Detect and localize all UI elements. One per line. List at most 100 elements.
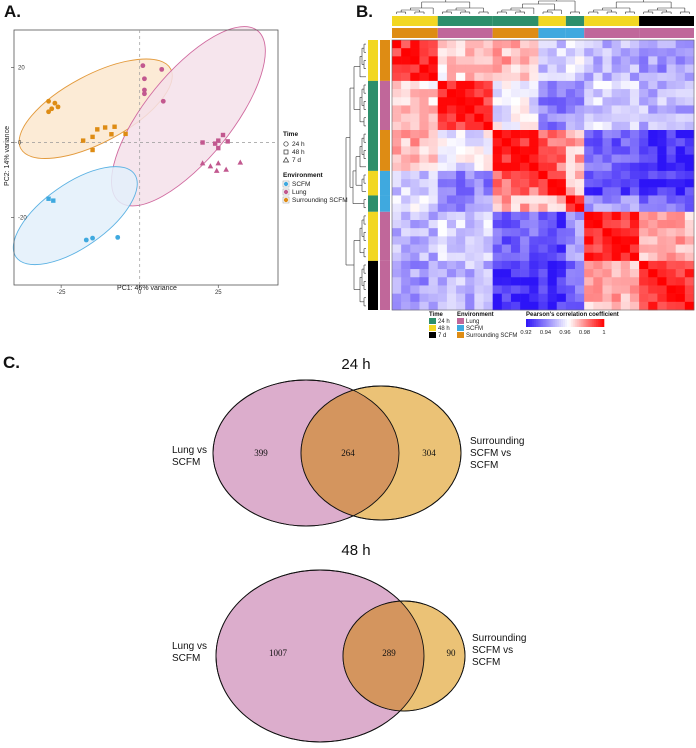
heatmap-legend-env-label: Surrounding SCFM [466,333,517,339]
heatmap-cell [547,179,558,188]
heatmap-cell [492,277,503,286]
heatmap-cell [629,220,640,229]
heatmap-cell [474,105,484,114]
heatmap-cell [392,80,402,90]
pca-legend-time-title: Time [283,131,298,138]
heatmap-cell [547,154,558,164]
heatmap-legend-gradient-step [586,319,589,327]
heatmap-cell [575,260,585,270]
heatmap-cell [456,48,466,57]
heatmap-cell [483,48,493,57]
heatmap-cell [410,203,420,213]
heatmap-legend-gradient-step [563,319,566,327]
heatmap-cell [547,187,558,196]
heatmap-cell [456,56,466,65]
heatmap-cell [501,56,512,65]
heatmap-cell [556,277,567,286]
heatmap-cell [556,195,567,204]
heatmap-cell [657,97,667,106]
heatmap-cell [629,80,640,90]
heatmap-cell [465,89,475,98]
heatmap-cell [575,121,585,131]
heatmap-cell [648,113,658,123]
heatmap-cell [684,187,695,196]
heatmap-cell [611,170,622,180]
heatmap-cell [437,162,448,172]
heatmap-cell [392,203,402,213]
heatmap-cell [575,170,585,180]
heatmap-cell [428,162,439,172]
pca-point [220,132,226,138]
heatmap-cell [547,64,558,74]
heatmap-cell [584,211,594,221]
heatmap-cell [501,179,512,188]
heatmap-cell [492,195,503,204]
heatmap-cell [575,105,585,114]
heatmap-left-env-bar [380,170,390,196]
heatmap-cell [629,154,640,164]
heatmap-top-time-bar [437,16,493,26]
heatmap-cell [629,130,640,139]
heatmap-cell [675,269,686,278]
heatmap-cell [410,252,420,262]
heatmap-cell [392,236,402,245]
heatmap-cell [684,154,695,164]
heatmap-cell [419,113,429,123]
pca-legend: Time 24 h48 h7 d Environment SCFMLungSurrou… [282,131,348,204]
heatmap-cell [629,162,640,172]
heatmap-cell [538,130,548,139]
heatmap-cell [410,40,420,49]
pca-legend-env-label: SCFM [292,181,310,188]
heatmap-cell [629,236,640,245]
heatmap-cell [446,179,457,188]
heatmap-cell [520,293,530,303]
heatmap-cell [648,187,658,196]
heatmap-cell [465,260,475,270]
heatmap-cell [648,64,658,74]
heatmap-cell [492,64,503,74]
heatmap-cell [529,211,539,221]
pca-legend-square-icon [283,149,289,155]
heatmap-cell [657,269,667,278]
heatmap-cell [501,285,512,294]
heatmap-cell [666,228,676,237]
heatmap-cell [565,228,576,237]
heatmap-cell [684,97,695,106]
heatmap-cell [547,146,558,155]
heatmap-cell [556,293,567,303]
heatmap-cell [684,236,695,245]
heatmap-cell [492,97,503,106]
heatmap-cell [419,285,429,294]
heatmap-cell [529,64,539,74]
heatmap-cell [538,40,548,49]
heatmap-legend-scale-tick: 0.96 [559,330,570,336]
venn-48h-left-label-line: Lung vs [172,641,208,652]
heatmap-cell [446,162,457,172]
heatmap-cell [465,146,475,155]
heatmap-cell [456,195,466,204]
heatmap-cell [529,301,539,311]
pca-point [212,141,218,146]
heatmap-cell [446,244,457,254]
heatmap-cell [675,72,686,82]
heatmap-cell [629,56,640,65]
heatmap-cell [401,113,411,123]
heatmap-cell [593,244,603,254]
heatmap-cell [428,301,439,311]
heatmap-cell [419,236,429,245]
heatmap-cell [428,244,439,254]
heatmap-cell [428,269,439,278]
pca-plot-frame [13,29,279,286]
pca-point [90,235,95,241]
heatmap-cell [602,154,612,164]
heatmap-cell [593,179,603,188]
pca-point [142,76,147,82]
heatmap-cell [666,138,676,147]
heatmap-cell [611,113,622,123]
heatmap-cell [483,113,493,123]
heatmap-cell [437,40,448,49]
heatmap-cell [401,146,411,155]
heatmap-cell [428,211,439,221]
heatmap-cell [465,228,475,237]
pca-legend-time-label: 24 h [292,141,305,148]
